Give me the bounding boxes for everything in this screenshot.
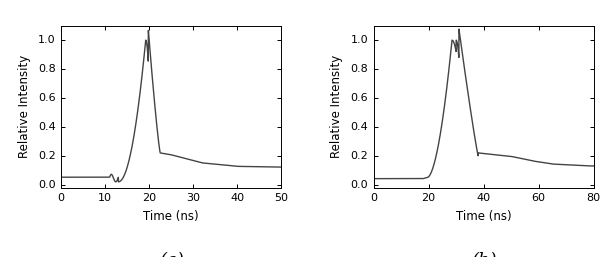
X-axis label: Time (ns): Time (ns) (456, 210, 512, 223)
Y-axis label: Relative Intensity: Relative Intensity (18, 55, 31, 158)
Text: (a): (a) (159, 252, 184, 257)
Text: (b): (b) (471, 252, 496, 257)
Y-axis label: Relative Intensity: Relative Intensity (330, 55, 343, 158)
X-axis label: Time (ns): Time (ns) (143, 210, 199, 223)
